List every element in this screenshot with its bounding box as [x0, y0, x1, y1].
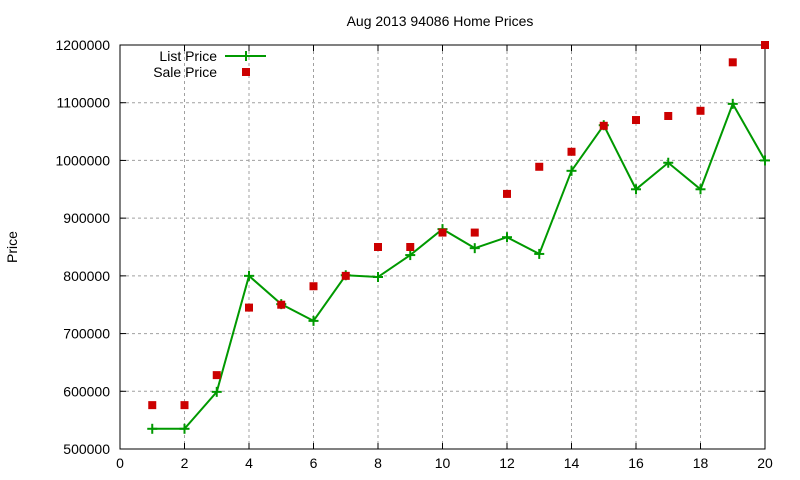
y-tick-label: 900000	[63, 210, 110, 226]
legend-label: List Price	[159, 48, 217, 64]
x-tick-label: 8	[374, 455, 382, 471]
data-series	[147, 41, 770, 434]
y-tick-labels: 500000 600000 700000 800000 900000 1000000 110…	[55, 37, 110, 457]
y-tick-label: 600000	[63, 383, 110, 399]
x-tick-label: 4	[245, 455, 253, 471]
x-tick-label: 16	[628, 455, 644, 471]
x-tick-label: 18	[693, 455, 709, 471]
x-tick-label: 0	[116, 455, 124, 471]
legend-label: Sale Price	[153, 64, 217, 80]
y-tick-label: 700000	[63, 326, 110, 342]
x-tick-label: 12	[499, 455, 515, 471]
y-tick-label: 800000	[63, 268, 110, 284]
x-tick-label: 10	[435, 455, 451, 471]
x-tick-label: 14	[564, 455, 580, 471]
x-tick-labels: 0 2 4 6 8 10 12 14 16 18 20	[116, 455, 773, 471]
x-tick-label: 20	[757, 455, 773, 471]
x-tick-label: 6	[310, 455, 318, 471]
x-tick-label: 2	[181, 455, 189, 471]
y-tick-label: 1200000	[55, 37, 110, 53]
y-axis-label: Price	[4, 231, 20, 263]
y-tick-label: 500000	[63, 441, 110, 457]
series-list-price	[147, 98, 770, 434]
y-tick-label: 1000000	[55, 152, 110, 168]
axes	[119, 44, 766, 450]
y-tick-label: 1100000	[57, 95, 111, 111]
series-sale-price	[148, 41, 769, 410]
chart-title: Aug 2013 94086 Home Prices	[347, 13, 534, 29]
